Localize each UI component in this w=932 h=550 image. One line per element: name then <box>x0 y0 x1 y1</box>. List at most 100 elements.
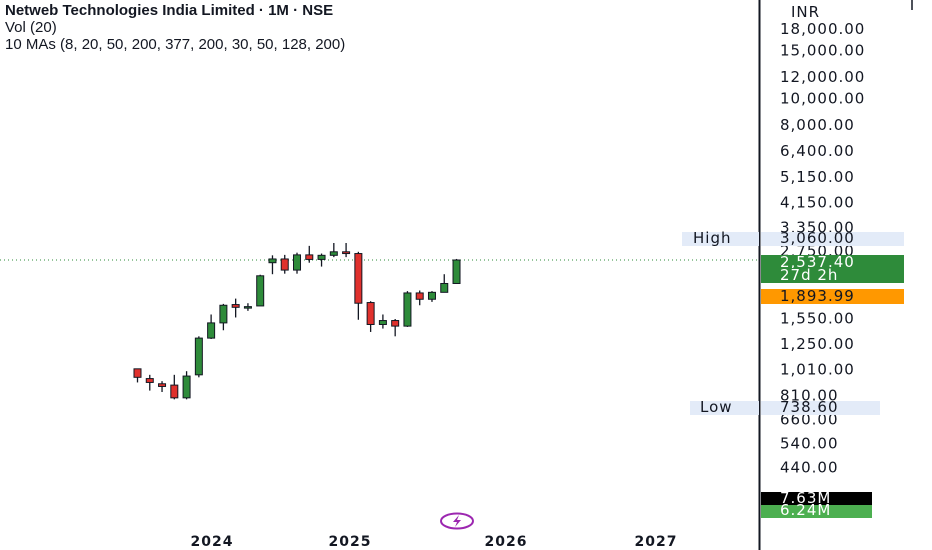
chart-legend: Netweb Technologies India Limited · 1M ·… <box>5 2 345 53</box>
candle-body <box>378 320 387 325</box>
candle[interactable] <box>182 371 191 400</box>
candle-body <box>366 302 375 325</box>
candle-body <box>280 258 289 271</box>
time-tick-label: 2025 <box>329 534 372 550</box>
candle-body <box>415 292 424 300</box>
price-tick-label: 5,150.00 <box>780 168 855 186</box>
volume-badge: 7.63M <box>761 489 872 507</box>
time-tick-label: 2027 <box>635 534 678 550</box>
high-label: High <box>682 229 759 247</box>
candle-body <box>182 375 191 399</box>
countdown-badge-bg <box>761 268 904 283</box>
low-label: Low <box>690 398 759 416</box>
countdown-badge-text: 27d 2h <box>780 266 838 284</box>
low-label-bg <box>690 401 759 415</box>
time-tick-label: 2024 <box>191 534 234 550</box>
candle[interactable] <box>415 290 424 306</box>
candle[interactable] <box>243 303 252 311</box>
price-tick-label: 660.00 <box>780 411 839 429</box>
candle[interactable] <box>366 301 375 332</box>
volume-ma-badge: 6.24M <box>761 501 872 519</box>
candle-body <box>440 282 449 293</box>
candle[interactable] <box>145 374 154 391</box>
candle-body <box>145 378 154 383</box>
candle-body <box>317 254 326 260</box>
candle[interactable] <box>452 258 461 284</box>
candle[interactable] <box>378 314 387 329</box>
candle-body <box>452 259 461 284</box>
low-value: 738.60 <box>761 398 880 416</box>
candle[interactable] <box>219 303 228 331</box>
candle-body <box>391 320 400 327</box>
time-axis[interactable]: 2024 2025 2026 2027 <box>191 534 678 550</box>
moving-averages-label[interactable]: 10 MAs (8, 20, 50, 200, 377, 200, 30, 50… <box>5 36 346 53</box>
high-value-bg <box>761 232 904 246</box>
candle[interactable] <box>256 274 265 307</box>
candle[interactable] <box>170 374 179 400</box>
price-tick-label: 1,250.00 <box>780 335 855 353</box>
candle-body <box>329 251 338 256</box>
candles-layer <box>0 243 760 400</box>
candle[interactable] <box>268 255 277 275</box>
low-label-text: Low <box>700 398 733 416</box>
candle-body <box>243 306 252 309</box>
candle[interactable] <box>403 291 412 327</box>
last-price-badge: 2,537.40 <box>761 253 904 271</box>
candle-body <box>403 292 412 327</box>
price-tick-label: 440.00 <box>780 458 839 476</box>
candle[interactable] <box>391 318 400 337</box>
candle[interactable] <box>158 381 167 393</box>
candle-body <box>219 304 228 324</box>
price-tick-label: 8,000.00 <box>780 116 855 134</box>
candle[interactable] <box>354 251 363 320</box>
prev-close-badge-bg <box>761 289 904 304</box>
time-tick-label: 2026 <box>485 534 528 550</box>
lightning-bolt-icon <box>453 515 461 527</box>
price-tick-label: 540.00 <box>780 434 839 452</box>
candle[interactable] <box>293 252 302 274</box>
price-tick-label: 12,000.00 <box>780 68 865 86</box>
candle[interactable] <box>440 274 449 293</box>
candle[interactable] <box>427 291 436 302</box>
candle[interactable] <box>280 254 289 274</box>
price-tick-label: 6,400.00 <box>780 142 855 160</box>
price-axis[interactable]: INR 18,000.00 15,000.00 12,000.00 10,000.00… <box>780 3 865 476</box>
countdown-badge: 27d 2h <box>761 266 904 284</box>
low-value-text: 738.60 <box>780 398 839 416</box>
price-tick-label: 810.00 <box>780 386 839 404</box>
prev-close-badge: 1,893.99 <box>761 287 904 305</box>
volume-indicator-label[interactable]: Vol (20) <box>5 19 57 36</box>
high-value-text: 3,060.00 <box>780 229 855 247</box>
tradingview-logo[interactable] <box>440 512 474 530</box>
candle-body <box>207 322 216 339</box>
candle-body <box>293 254 302 271</box>
candle-body <box>342 251 351 255</box>
volume-ma-badge-text: 6.24M <box>780 501 831 519</box>
price-tick-label: 4,150.00 <box>780 193 855 211</box>
price-tick-label: 15,000.00 <box>780 42 865 60</box>
candle[interactable] <box>207 314 216 340</box>
candle[interactable] <box>342 243 351 258</box>
price-tick-label: 18,000.00 <box>780 20 865 38</box>
last-price-badge-text: 2,537.40 <box>780 253 855 271</box>
candle[interactable] <box>194 336 203 378</box>
candle-body <box>354 253 363 304</box>
candle-body <box>231 304 240 308</box>
price-tick-label: 10,000.00 <box>780 90 865 108</box>
volume-ma-badge-bg <box>761 505 872 518</box>
candle-body <box>256 275 265 307</box>
candle[interactable] <box>133 368 142 383</box>
candle[interactable] <box>305 245 314 263</box>
candle-body <box>133 368 142 378</box>
high-value: 3,060.00 <box>761 229 904 247</box>
symbol-title[interactable]: Netweb Technologies India Limited · 1M ·… <box>5 2 334 19</box>
currency-label: INR <box>791 3 820 21</box>
candle[interactable] <box>231 298 240 318</box>
price-tick-label: 1,010.00 <box>780 360 855 378</box>
candle[interactable] <box>317 253 326 267</box>
candle[interactable] <box>329 243 338 258</box>
volume-badge-bg <box>761 492 872 506</box>
high-label-text: High <box>693 229 731 247</box>
